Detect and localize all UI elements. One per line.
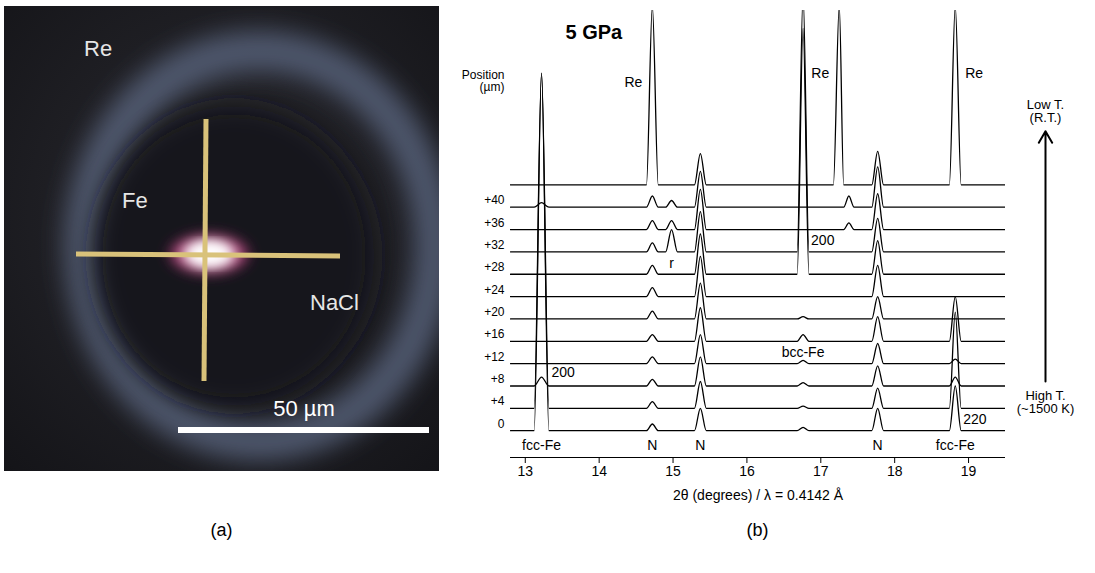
svg-text:2θ (degrees) / λ = 0.4142 Å: 2θ (degrees) / λ = 0.4142 Å (673, 487, 844, 503)
svg-text:5 GPa: 5 GPa (566, 21, 624, 43)
svg-text:Fe: Fe (122, 188, 148, 213)
svg-text:Re: Re (84, 36, 112, 61)
svg-text:15: 15 (665, 463, 681, 479)
svg-text:50 µm: 50 µm (273, 396, 335, 421)
svg-text:N: N (695, 437, 705, 453)
svg-text:Position(µm): Position(µm) (462, 68, 505, 94)
svg-text:+16: +16 (484, 327, 505, 341)
svg-text:fcc-Fe: fcc-Fe (522, 437, 561, 453)
svg-text:19: 19 (961, 463, 977, 479)
svg-text:13: 13 (517, 463, 533, 479)
svg-text:18: 18 (887, 463, 903, 479)
svg-text:+36: +36 (484, 216, 505, 230)
svg-text:bcc-Fe: bcc-Fe (782, 344, 825, 360)
svg-text:r: r (669, 255, 674, 271)
svg-text:fcc-Fe: fcc-Fe (936, 437, 975, 453)
svg-text:N: N (873, 437, 883, 453)
svg-text:16: 16 (739, 463, 755, 479)
svg-text:+28: +28 (484, 260, 505, 274)
html-text:(b): (b) (746, 520, 769, 540)
svg-text:17: 17 (813, 463, 829, 479)
svg-text:Re: Re (624, 74, 642, 90)
svg-text:NaCl: NaCl (310, 290, 359, 315)
html-text:(a): (a) (210, 520, 233, 540)
svg-text:N: N (647, 437, 657, 453)
svg-text:Re: Re (811, 65, 829, 81)
svg-text:+40: +40 (484, 193, 505, 207)
svg-text:0: 0 (498, 417, 505, 431)
svg-text:+8: +8 (491, 372, 505, 386)
svg-text:Low T.(R.T.): Low T.(R.T.) (1027, 97, 1064, 125)
svg-text:Re: Re (965, 65, 983, 81)
svg-text:200: 200 (811, 232, 835, 248)
svg-text:+24: +24 (484, 283, 505, 297)
svg-text:14: 14 (591, 463, 607, 479)
svg-text:+12: +12 (484, 350, 505, 364)
svg-text:+20: +20 (484, 305, 505, 319)
svg-text:200: 200 (552, 364, 576, 380)
svg-text:+4: +4 (491, 394, 505, 408)
svg-text:High T.(~1500 K): High T.(~1500 K) (1017, 388, 1074, 416)
svg-text:+32: +32 (484, 238, 505, 252)
svg-text:220: 220 (963, 411, 987, 427)
